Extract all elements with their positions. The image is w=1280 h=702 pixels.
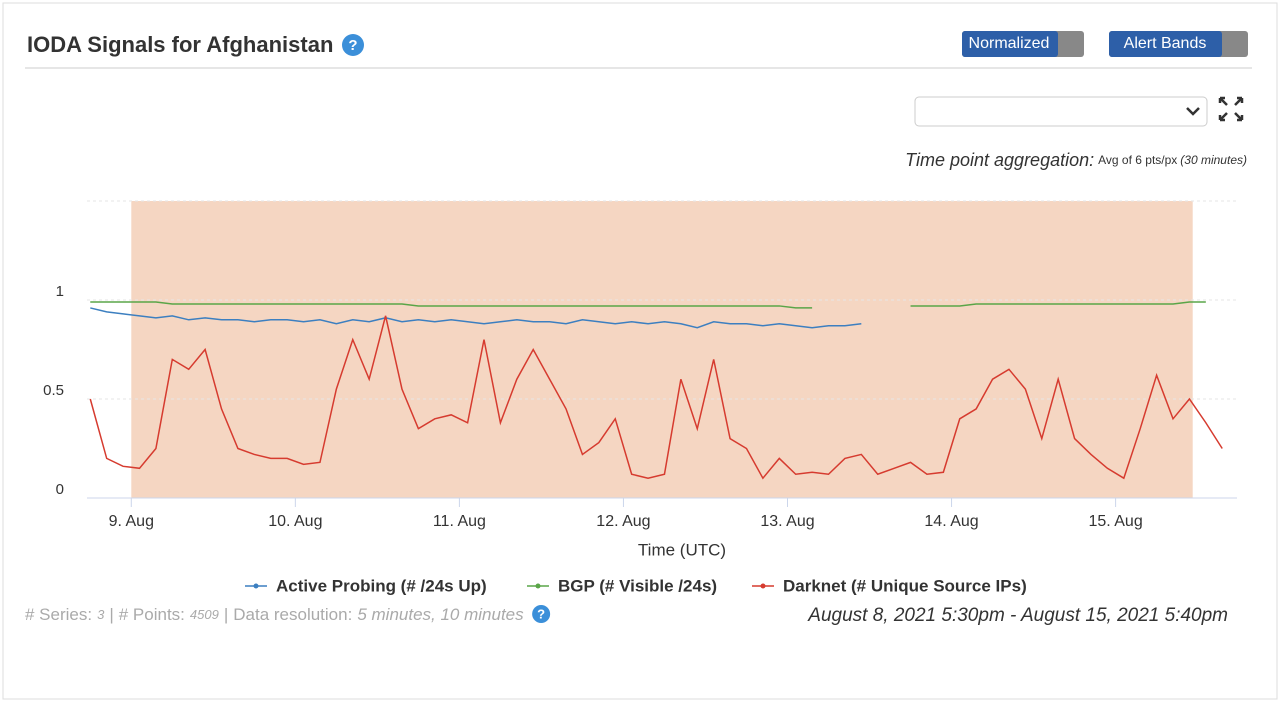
alert-band <box>131 201 1193 498</box>
series-line <box>90 307 862 329</box>
series-line <box>910 301 1206 307</box>
y-tick-label: 0.5 <box>43 382 64 399</box>
help-button[interactable]: ? <box>342 34 364 56</box>
series-line <box>89 315 1223 480</box>
stat-value: 5 minutes, 10 minutes <box>357 605 524 624</box>
stat-label: Data resolution: <box>233 605 352 624</box>
legend-item[interactable]: Darknet (# Unique Source IPs) <box>752 576 1027 595</box>
aggregation-value: Avg of 6 pts/px <box>1098 153 1177 167</box>
separator: | <box>224 605 228 624</box>
select[interactable] <box>914 96 1208 127</box>
y-tick-label: 1 <box>56 283 64 300</box>
help-glyph: ? <box>537 606 545 621</box>
y-tick-label: 0 <box>56 481 64 498</box>
x-tick-label: 13. Aug <box>760 513 814 530</box>
toggle-label: Alert Bands <box>1124 35 1207 52</box>
help-circle <box>342 34 364 56</box>
legend-label: BGP (# Visible /24s) <box>558 576 717 595</box>
x-tick-label: 11. Aug <box>433 513 486 530</box>
legend-label: Darknet (# Unique Source IPs) <box>783 576 1027 595</box>
toggle-label: Normalized <box>969 35 1050 52</box>
x-tick-label: 14. Aug <box>924 513 978 530</box>
stat-value: 4509 <box>190 607 219 622</box>
x-tick-label: 10. Aug <box>268 513 322 530</box>
title: IODA Signals for Afghanistan <box>27 32 333 57</box>
x-axis-label: Time (UTC) <box>638 540 726 559</box>
legend-label: Active Probing (# /24s Up) <box>276 576 487 595</box>
stat-label: # Series: <box>25 605 92 624</box>
select-arrow <box>1186 107 1200 116</box>
fullscreen-button[interactable] <box>1218 96 1244 122</box>
legend-item[interactable]: BGP (# Visible /24s) <box>527 576 717 595</box>
legend-item[interactable]: Active Probing (# /24s Up) <box>245 576 487 595</box>
toggle-fill <box>1109 31 1222 57</box>
legend-dot <box>253 583 259 589</box>
series-line <box>90 301 813 309</box>
help-circle <box>532 605 551 623</box>
fullscreen-icon <box>1218 96 1244 122</box>
stat-value: 3 <box>97 607 105 622</box>
aggregation: Time point aggregation: Avg of 6 pts/px (3… <box>905 150 1247 170</box>
footer-stats: # Series: 3 | # Points: 4509 | Data resolution… <box>25 605 524 624</box>
resolution-help[interactable]: ? <box>532 605 551 623</box>
x-tick-label: 9. Aug <box>109 513 154 530</box>
legend-dot <box>760 583 766 589</box>
toggle-fill <box>962 31 1058 57</box>
help-glyph: ? <box>348 37 357 54</box>
aggregation-period: (30 minutes) <box>1180 153 1247 167</box>
select-box <box>914 96 1208 127</box>
x-tick-label: 12. Aug <box>596 513 650 530</box>
separator: | <box>109 605 113 624</box>
aggregation-label: Time point aggregation: <box>905 150 1094 170</box>
plot: 0 0.5 1 9. Aug 10. Aug 11. Aug 12. Aug 13. Aug 1… <box>43 200 1237 595</box>
toggle-alert-bands[interactable]: Alert Bands <box>1109 31 1248 57</box>
stat-label: # Points: <box>119 605 185 624</box>
x-tick-label: 15. Aug <box>1088 513 1142 530</box>
legend-dot <box>535 583 541 589</box>
date-range: August 8, 2021 5:30pm - August 15, 2021 … <box>807 605 1228 626</box>
toggle-normalized[interactable]: Normalized <box>962 31 1084 57</box>
